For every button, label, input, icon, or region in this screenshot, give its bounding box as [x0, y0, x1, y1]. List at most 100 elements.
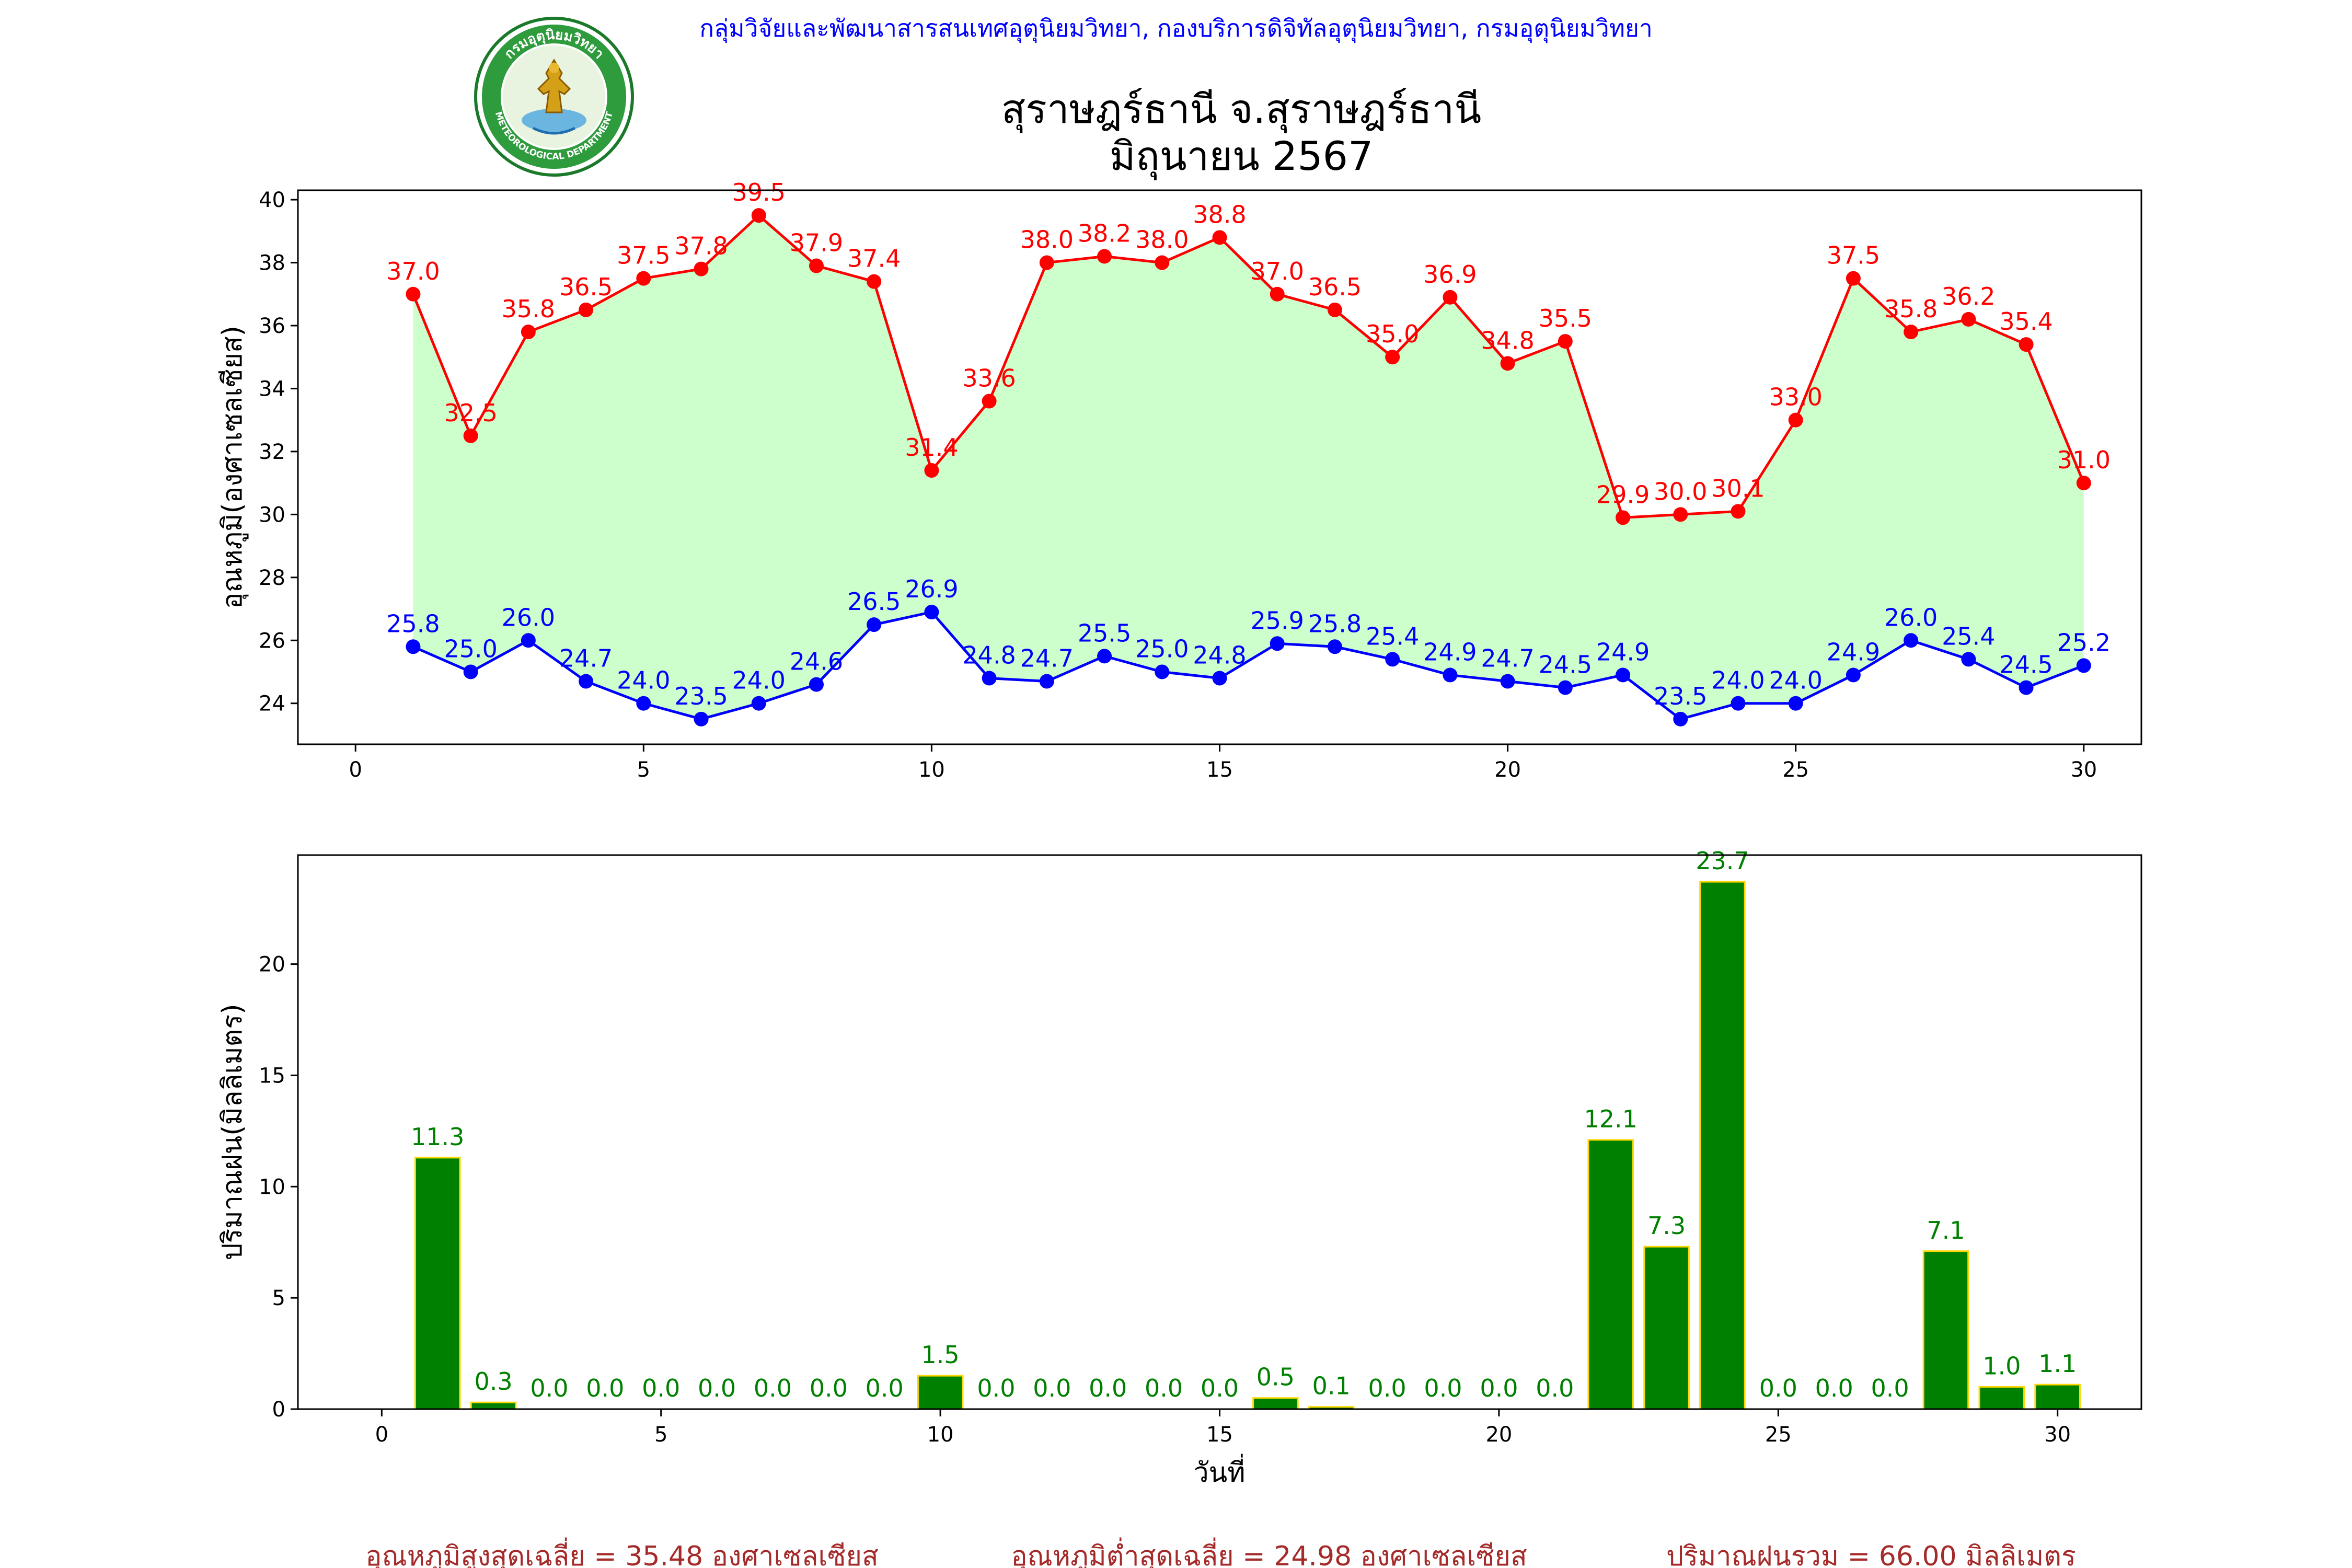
min-temp-data-label: 25.5 [1078, 619, 1131, 647]
max-temp-data-label: 35.8 [1884, 295, 1938, 323]
y-tick-label: 32 [259, 440, 285, 464]
rainfall-data-label: 0.0 [1145, 1374, 1183, 1402]
max-temp-data-label: 32.5 [444, 399, 497, 427]
avg-min-temp-text: อุณหภูมิต่ำสุดเฉลี่ย = 24.98 องศาเซลเซีย… [1011, 1537, 1527, 1568]
min-temp-point [1788, 696, 1803, 711]
temperature-y-axis-label: อุณหภูมิ(องศาเซลเซียส) [217, 326, 249, 609]
max-temp-point [636, 271, 651, 286]
min-temp-data-label: 24.8 [962, 641, 1016, 670]
max-temp-point [2076, 476, 2091, 491]
y-tick-label: 10 [259, 1175, 285, 1199]
min-temp-data-label: 25.0 [1135, 635, 1189, 663]
rainfall-data-label: 0.0 [1424, 1374, 1462, 1402]
min-temp-data-label: 26.9 [905, 575, 958, 603]
x-tick-label: 10 [927, 1423, 954, 1447]
min-temp-point [1961, 652, 1976, 667]
min-temp-data-label: 24.7 [1481, 644, 1534, 673]
x-tick-label: 20 [1494, 758, 1521, 782]
max-temp-point [924, 463, 939, 478]
min-temp-data-label: 24.9 [1596, 638, 1650, 666]
max-temp-data-label: 30.1 [1711, 474, 1765, 502]
y-tick-label: 26 [259, 629, 285, 653]
min-temp-point [1673, 711, 1688, 727]
max-temp-line [412, 213, 2085, 519]
max-temp-point [1558, 334, 1573, 349]
max-temp-point [694, 261, 709, 276]
x-tick-label: 10 [918, 758, 945, 782]
max-temp-data-label: 38.2 [1078, 219, 1131, 247]
rainfall-bar [470, 1401, 517, 1410]
max-temp-data-label: 38.0 [1020, 226, 1074, 254]
max-temp-point [1155, 255, 1170, 270]
rainfall-data-label: 7.1 [1927, 1216, 1965, 1244]
max-temp-point [809, 258, 824, 273]
temperature-chart: 0 5 10 15 20 25 30 24 26 28 30 32 34 36 38 40 37.0 25.8 3… [217, 178, 2142, 782]
agency-line: กลุ่มวิจัยและพัฒนาสารสนเทศอุตุนิยมวิทยา,… [699, 14, 1653, 43]
max-temp-point [463, 428, 478, 443]
meteorological-department-logo: กรมอุตุนิยมวิทยา METEOROLOGICAL DEPARTME… [474, 17, 634, 177]
rainfall-data-label: 23.7 [1696, 847, 1749, 875]
chart-title-line1: สุราษฎร์ธานี จ.สุราษฎร์ธานี [1001, 86, 1482, 133]
max-temp-point [1616, 510, 1631, 525]
rainfall-data-label: 0.0 [1089, 1374, 1127, 1402]
min-temp-point [1327, 639, 1342, 654]
temperature-plot-frame [297, 189, 2142, 745]
rainfall-data-label: 0.0 [1480, 1374, 1518, 1402]
max-temp-data-label: 36.5 [559, 273, 613, 301]
max-temp-point [579, 302, 594, 317]
min-temp-data-label: 24.8 [1193, 641, 1246, 670]
rainfall-data-label: 0.0 [1536, 1374, 1574, 1402]
y-tick-label: 15 [259, 1064, 285, 1088]
y-tick-label: 28 [259, 566, 285, 590]
max-temp-point [1500, 356, 1515, 371]
min-temp-point [2076, 658, 2091, 673]
min-temp-data-label: 24.7 [1020, 644, 1074, 673]
max-temp-data-label: 31.0 [2057, 446, 2111, 474]
max-temp-data-label: 35.4 [1999, 307, 2053, 336]
x-tick-label: 5 [654, 1423, 667, 1447]
rainfall-data-label: 0.0 [866, 1374, 904, 1402]
rainfall-data-label: 0.3 [474, 1367, 512, 1396]
min-temp-point [1731, 696, 1746, 711]
chart-title-line2: มิถุนายน 2567 [1110, 133, 1374, 180]
rainfall-data-label: 0.0 [810, 1374, 848, 1402]
max-temp-point [1443, 290, 1458, 305]
max-temp-data-label: 37.8 [674, 232, 728, 260]
max-temp-point [1385, 350, 1400, 365]
min-temp-point [1212, 671, 1227, 686]
x-tick-label: 30 [2044, 1423, 2071, 1447]
min-temp-point [521, 633, 536, 648]
max-temp-point [1961, 312, 1976, 327]
min-temp-point [2019, 680, 2034, 695]
y-tick-label: 34 [259, 377, 285, 401]
min-temp-data-label: 24.5 [1999, 651, 2053, 679]
min-temp-data-label: 24.0 [1769, 666, 1822, 695]
rainfall-data-label: 0.0 [1759, 1374, 1797, 1402]
min-temp-point [636, 696, 651, 711]
min-temp-data-label: 23.5 [674, 682, 728, 710]
max-temp-data-label: 37.9 [790, 229, 843, 257]
x-tick-label: 20 [1485, 1423, 1512, 1447]
min-temp-point [1443, 667, 1458, 683]
max-temp-point [521, 325, 536, 340]
min-temp-data-label: 26.0 [1884, 603, 1938, 631]
max-temp-data-label: 37.5 [617, 241, 670, 270]
min-temp-point [463, 664, 478, 679]
min-temp-point [867, 617, 882, 632]
max-temp-data-label: 33.6 [962, 364, 1016, 393]
min-temp-data-label: 24.6 [790, 648, 843, 676]
min-temp-point [1558, 680, 1573, 695]
min-temp-data-label: 25.4 [1942, 622, 1995, 650]
min-temp-data-label: 24.9 [1827, 638, 1880, 666]
max-temp-point [751, 208, 766, 223]
rainfall-data-label: 12.1 [1584, 1105, 1637, 1133]
rainfall-data-label: 11.3 [411, 1123, 464, 1151]
min-temp-point [924, 605, 939, 620]
max-temp-point [1097, 249, 1112, 264]
min-temp-point [982, 671, 997, 686]
min-temp-point [1097, 649, 1112, 664]
min-temp-point [1385, 652, 1400, 667]
max-temp-point [982, 394, 997, 409]
rainfall-data-label: 0.0 [1201, 1374, 1239, 1402]
